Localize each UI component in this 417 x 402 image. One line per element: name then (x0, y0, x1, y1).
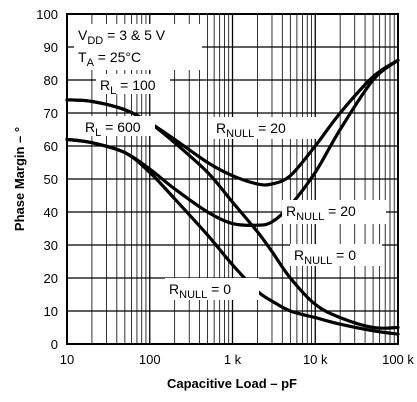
y-tick-label: 90 (44, 40, 58, 55)
label-background (81, 116, 155, 136)
y-tick-label: 70 (44, 106, 58, 121)
condition-ta: TA = 25°C (78, 49, 141, 69)
x-tick-label: 100 k (382, 352, 414, 367)
series-line-3 (65, 98, 400, 330)
x-tick-label: 10 (60, 352, 74, 367)
x-tick-label: 1 k (224, 352, 242, 367)
annotation-rnull-0-right: RNULL = 0 (294, 247, 356, 267)
x-tick-label: 10 k (303, 352, 328, 367)
y-tick-label: 10 (44, 304, 58, 319)
annotations: VDD = 3 & 5 VTA = 25°C RL = 100 RL = 600 RN… (74, 24, 386, 301)
y-tick-label: 50 (44, 172, 58, 187)
label-background (165, 278, 259, 300)
x-tick-label: 100 (139, 352, 161, 367)
label-background (96, 74, 170, 94)
label-background (282, 200, 386, 224)
annotation-rl-600: RL = 600 (85, 119, 141, 139)
y-tick-label: 60 (44, 139, 58, 154)
y-tick-label: 80 (44, 73, 58, 88)
y-tick-label: 30 (44, 238, 58, 253)
y-tick-label: 20 (44, 271, 58, 286)
condition-vdd: VDD = 3 & 5 V (78, 27, 166, 47)
label-background (290, 244, 382, 266)
y-tick-label: 40 (44, 205, 58, 220)
label-background (74, 24, 202, 70)
y-axis-title: Phase Margin – ° (12, 127, 27, 231)
plot-frame (66, 13, 399, 345)
y-tick-label: 100 (36, 7, 58, 22)
label-background (212, 117, 316, 139)
y-tick-label: 0 (51, 337, 58, 352)
annotation-rl-100: RL = 100 (100, 77, 156, 97)
annotation-rnull-20-lower: RNULL = 20 (286, 203, 356, 223)
annotation-rnull-20-upper: RNULL = 20 (216, 120, 286, 140)
x-axis-title: Capacitive Load – pF (167, 376, 297, 391)
annotation-rnull-0-lower: RNULL = 0 (169, 281, 231, 301)
